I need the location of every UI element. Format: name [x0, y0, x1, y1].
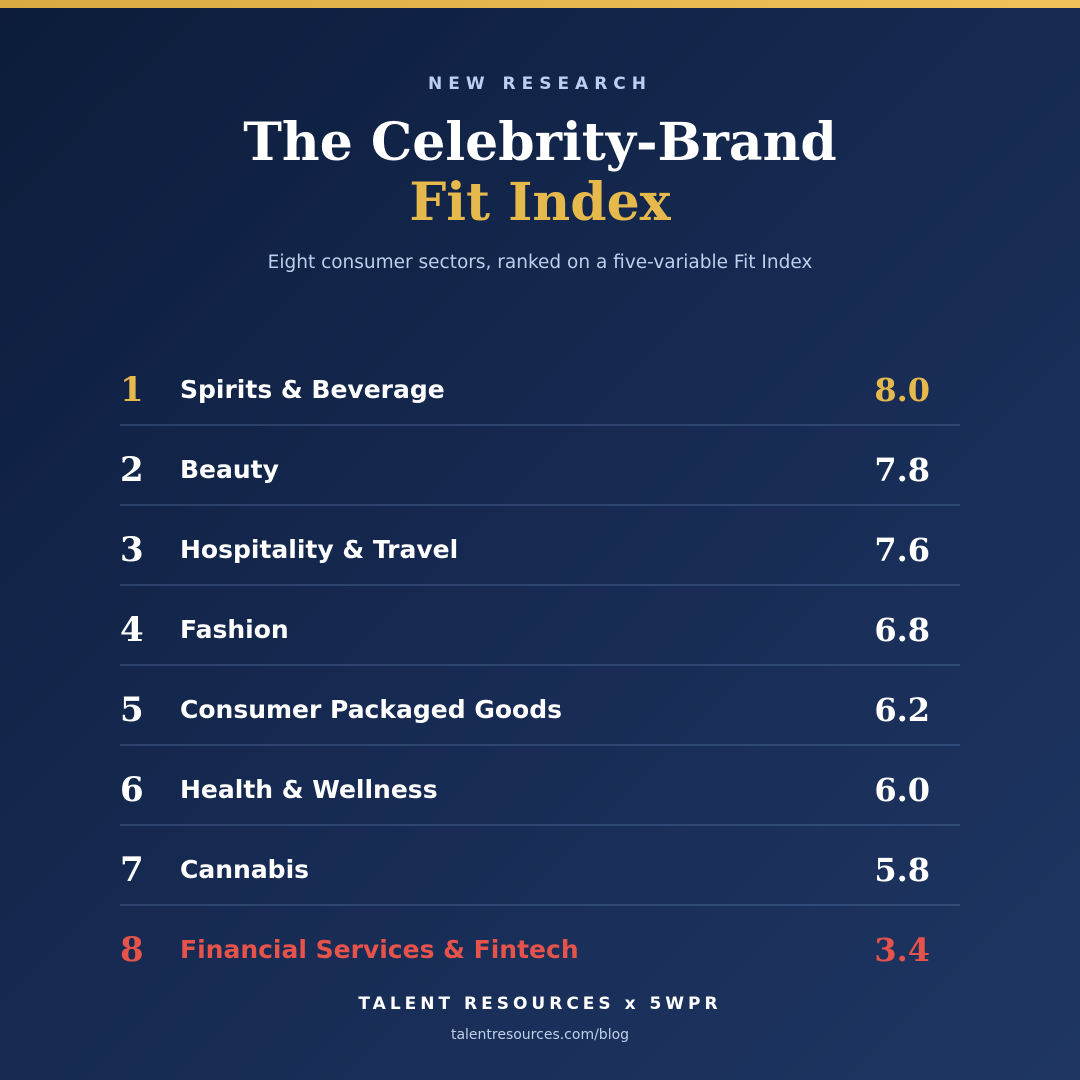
sector-name: Fashion — [180, 615, 289, 644]
rank: 8 — [120, 930, 144, 970]
sector-name: Spirits & Beverage — [180, 375, 445, 404]
kicker: NEW RESEARCH — [427, 74, 653, 94]
rank: 6 — [120, 770, 144, 810]
score: 3.4 — [874, 931, 930, 969]
rank: 2 — [120, 450, 144, 490]
ranking-row: 6 Health & Wellness 6.0 — [120, 770, 960, 870]
separator — [120, 824, 960, 826]
separator — [120, 744, 960, 746]
score: 6.0 — [874, 771, 930, 809]
title-highlight: Fit Index — [409, 172, 671, 233]
separator — [120, 504, 960, 506]
rank: 1 — [120, 370, 144, 410]
separator — [120, 584, 960, 586]
ranking-row: 2 Beauty 7.8 — [120, 450, 960, 550]
sector-name: Beauty — [180, 455, 279, 484]
ranking-row: 3 Hospitality & Travel 7.6 — [120, 530, 960, 630]
ranking-row: 1 Spirits & Beverage 8.0 — [120, 370, 960, 470]
score: 7.6 — [874, 531, 930, 569]
accent-bar — [0, 0, 1080, 8]
url: talentresources.com/blog — [450, 1027, 630, 1043]
separator — [120, 904, 960, 906]
subtitle: Eight consumer sectors, ranked on a five… — [267, 252, 813, 273]
sector-name: Consumer Packaged Goods — [180, 695, 562, 724]
separator — [120, 424, 960, 426]
rank: 5 — [120, 690, 144, 730]
sector-name: Health & Wellness — [180, 775, 438, 804]
ranking-row: 7 Cannabis 5.8 — [120, 850, 960, 950]
sector-name: Hospitality & Travel — [180, 535, 459, 564]
ranking-row: 8 Financial Services & Fintech 3.4 — [120, 930, 960, 1030]
title: The Celebrity-Brand — [243, 112, 837, 173]
sector-name: Financial Services & Fintech — [180, 935, 579, 964]
sector-name: Cannabis — [180, 855, 310, 884]
score: 5.8 — [874, 851, 930, 889]
rank: 7 — [120, 850, 144, 890]
ranking-row: 5 Consumer Packaged Goods 6.2 — [120, 690, 960, 790]
score: 6.8 — [874, 611, 930, 649]
separator — [120, 664, 960, 666]
score: 6.2 — [874, 691, 930, 729]
ranking-row: 4 Fashion 6.8 — [120, 610, 960, 710]
rank: 4 — [120, 610, 144, 650]
brand: TALENT RESOURCES x 5WPR — [358, 994, 722, 1014]
rank: 3 — [120, 530, 144, 570]
score: 8.0 — [874, 371, 930, 409]
score: 7.8 — [874, 451, 930, 489]
